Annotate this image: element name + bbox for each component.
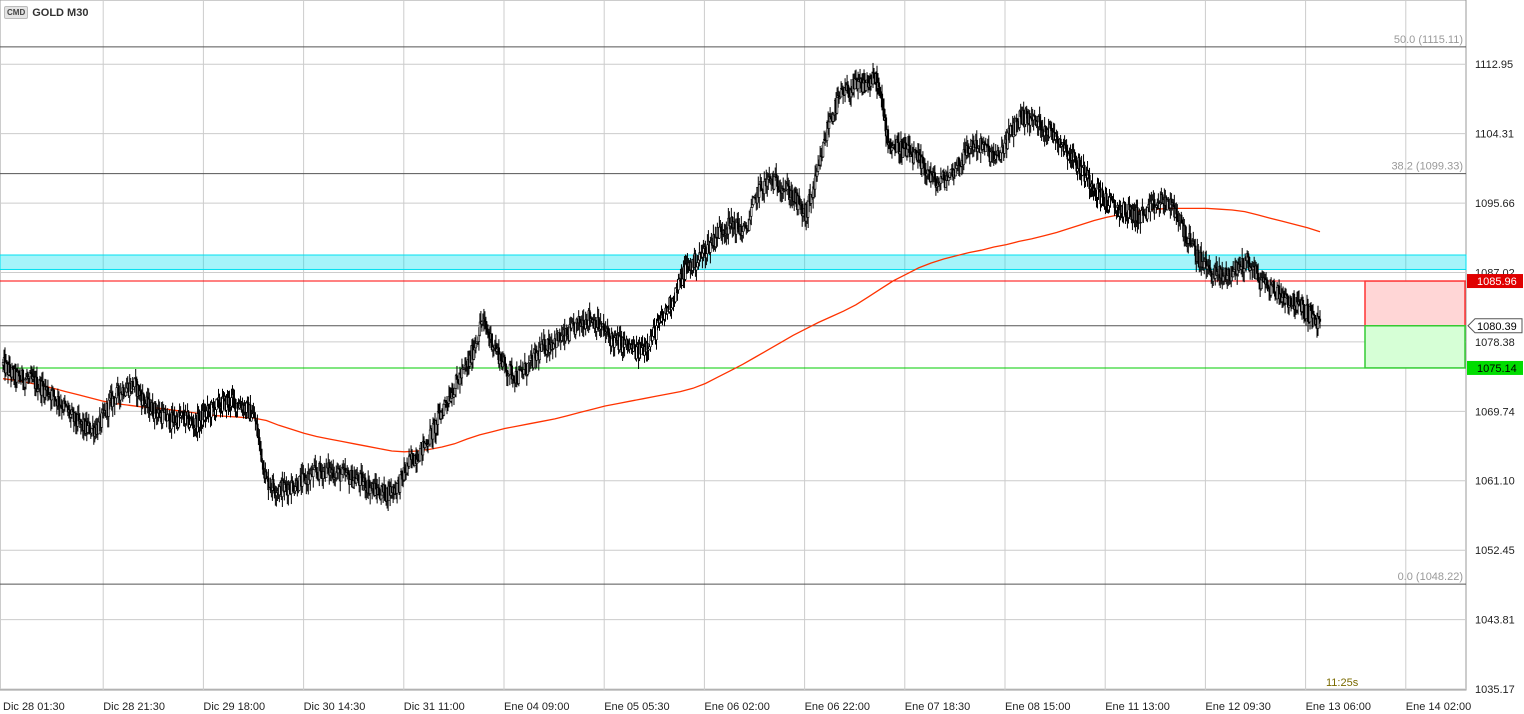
candle-body — [340, 474, 343, 482]
fib-label: 50.0 (1115.11) — [1394, 34, 1463, 46]
y-tick-label: 1035.17 — [1475, 684, 1515, 696]
x-tick-label: Ene 08 15:00 — [1005, 701, 1070, 713]
candle-body — [1306, 303, 1310, 322]
stop-price-tag-shape — [1467, 274, 1523, 289]
y-tick-label: 1061.10 — [1475, 476, 1515, 488]
current-price-tag-shape — [1467, 318, 1523, 334]
stop-price-tag: 1085.96 — [1467, 274, 1523, 289]
candle-body — [259, 441, 262, 450]
x-tick-label: Ene 11 13:00 — [1105, 701, 1170, 713]
x-tick-label: Dic 28 21:30 — [103, 701, 165, 713]
candle-body — [455, 375, 459, 380]
y-tick-label: 1095.66 — [1475, 198, 1515, 210]
candle-body — [117, 385, 120, 396]
y-tick-label: 1104.31 — [1475, 129, 1514, 141]
candle-body — [517, 369, 520, 384]
candle — [384, 484, 387, 502]
price-tags: 1085.96 1080.39 1075.14 — [1467, 274, 1523, 375]
x-tick-label: Dic 31 11:00 — [404, 701, 465, 713]
candle-body — [750, 207, 753, 217]
y-tick-label: 1069.74 — [1475, 406, 1515, 418]
candle-body — [745, 225, 748, 230]
fibonacci-levels: 50.0 (1115.11) 38.2 (1099.33) 0.0 (1048.22… — [0, 34, 1466, 585]
candle-body — [877, 82, 881, 88]
candle-body — [431, 423, 435, 440]
candle-body — [384, 484, 387, 501]
candle — [1318, 310, 1322, 329]
plot-area — [0, 0, 1467, 691]
x-tick-label: Ene 04 09:00 — [504, 701, 569, 713]
chart-header: CMD GOLD M30 — [4, 6, 88, 19]
candle-body — [168, 413, 171, 430]
reward-box[interactable] — [1364, 325, 1466, 369]
x-axis: Dic 28 01:30 Dic 28 21:30 Dic 29 18:00 Dic … — [3, 701, 1471, 713]
y-tick-label: 1078.38 — [1475, 337, 1515, 349]
fib-label: 38.2 (1099.33) — [1391, 161, 1463, 173]
risk-reward-box[interactable] — [1364, 280, 1466, 369]
x-tick-label: Ene 06 22:00 — [805, 701, 870, 713]
y-tick-label: 1112.95 — [1475, 59, 1513, 71]
candle-body — [822, 142, 825, 158]
candle-body — [1273, 281, 1276, 293]
candle-body — [1003, 142, 1006, 154]
x-tick-label: Dic 29 18:00 — [203, 701, 265, 713]
current-price-tag-label: 1080.39 — [1477, 321, 1517, 333]
symbol-label: GOLD M30 — [32, 6, 89, 19]
instrument-type-badge: CMD — [4, 6, 29, 19]
y-axis: 1112.951104.311095.661087.021078.381069.… — [1475, 59, 1515, 696]
bar-countdown: 11:25s — [1326, 677, 1359, 689]
x-tick-label: Ene 12 09:30 — [1205, 701, 1270, 713]
candle-body — [1318, 318, 1322, 322]
candle-body — [15, 371, 19, 383]
y-tick-label: 1052.45 — [1475, 545, 1515, 557]
grid — [0, 0, 1467, 691]
candle-body — [828, 121, 831, 129]
current-price-tag: 1080.39 — [1467, 318, 1523, 334]
x-tick-label: Dic 28 01:30 — [3, 701, 65, 713]
candle-body — [1180, 214, 1183, 221]
candle-body — [695, 266, 698, 271]
candle-body — [312, 469, 315, 478]
x-tick-label: Dic 30 14:30 — [304, 701, 366, 713]
target-price-tag: 1075.14 — [1467, 360, 1523, 375]
x-tick-label: Ene 13 06:00 — [1306, 701, 1371, 713]
candle-body — [856, 81, 860, 90]
resistance-zone — [0, 254, 1467, 270]
fib-label: 0.0 (1048.22) — [1398, 571, 1463, 583]
candle-body — [570, 322, 573, 329]
risk-box[interactable] — [1364, 280, 1466, 327]
y-tick-label: 1043.81 — [1475, 615, 1515, 627]
candle-body — [52, 389, 55, 397]
x-tick-label: Ene 14 02:00 — [1406, 701, 1471, 713]
target-price-tag-shape — [1467, 360, 1523, 375]
x-tick-label: Ene 07 18:30 — [905, 701, 970, 713]
candle-body — [1289, 297, 1293, 307]
candle-body — [228, 397, 231, 407]
candlesticks — [1, 62, 1322, 512]
stop-price-tag-label: 1085.96 — [1477, 276, 1517, 288]
target-price-tag-label: 1075.14 — [1477, 363, 1517, 375]
candle-body — [677, 278, 680, 291]
candle-body — [380, 494, 383, 500]
candle-body — [258, 437, 261, 442]
candle-body — [1301, 299, 1305, 305]
x-tick-label: Ene 06 02:00 — [704, 701, 769, 713]
x-tick-label: Ene 05 05:30 — [604, 701, 669, 713]
